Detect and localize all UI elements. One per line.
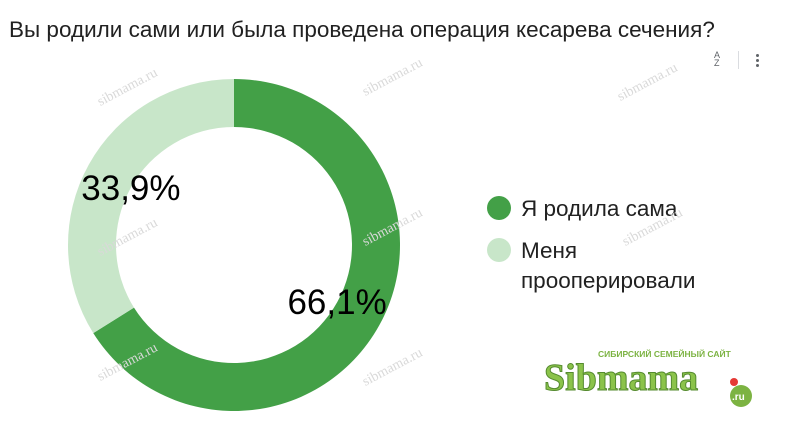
sibmama-logo: СИБИРСКИЙ СЕМЕЙНЫЙ САЙТ Sibmama .ru [544,348,752,407]
logo-wordmark: Sibmama [544,357,698,399]
legend-item-cesarean[interactable]: Меня прооперировали [487,236,731,296]
chart-toolbar: A Z [704,50,765,70]
logo-domain-badge [730,385,752,407]
chart-legend: Я родила сама Меня прооперировали [487,194,731,308]
legend-swatch [487,238,511,262]
legend-swatch [487,196,511,220]
logo-domain: .ru [732,392,745,403]
legend-label: Меня прооперировали [521,238,696,293]
more-vert-icon[interactable] [749,50,765,70]
chart-title: Вы родили сами или была проведена операц… [9,17,715,42]
toolbar-divider [738,51,739,69]
donut-slice-cesarean[interactable] [68,79,234,334]
legend-label: Я родила сама [521,196,678,221]
sort-icon-bottom-letter: Z [714,58,720,68]
sort-az-icon[interactable]: A Z [704,50,730,70]
legend-item-natural[interactable]: Я родила сама [487,194,731,224]
slice-value-label: 33,9% [81,169,180,208]
logo-tagline: СИБИРСКИЙ СЕМЕЙНЫЙ САЙТ [598,348,732,359]
donut-slice-natural[interactable] [93,79,400,411]
logo-dot [730,378,738,386]
sort-icon-top-letter: A [714,50,721,60]
slice-value-label: 66,1% [287,283,386,322]
